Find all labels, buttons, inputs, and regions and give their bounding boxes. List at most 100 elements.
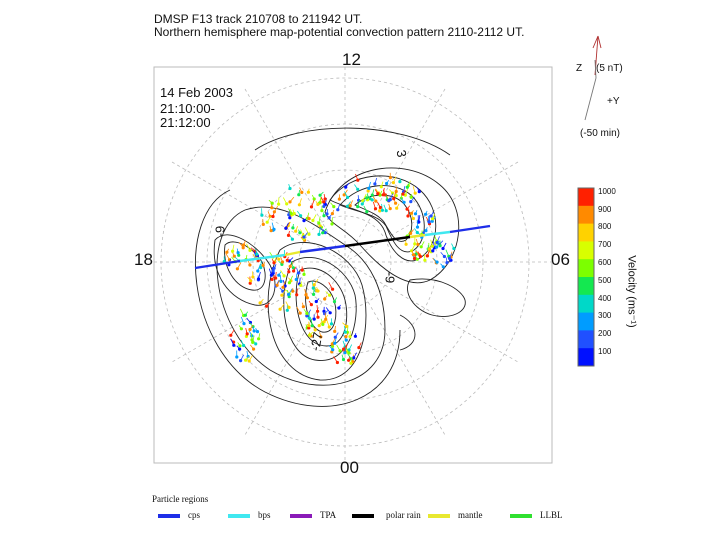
velocity-vector-tail xyxy=(271,258,275,263)
velocity-vector-tail xyxy=(268,199,273,204)
velocity-vector-tail xyxy=(302,302,304,307)
colorbar-tick-label: 900 xyxy=(598,204,612,214)
velocity-vector-tail xyxy=(347,201,351,207)
velocity-vector-tail xyxy=(288,183,291,189)
velocity-vector-tail xyxy=(388,203,391,209)
velocity-vector-tail xyxy=(304,288,307,295)
velocity-vector-tail xyxy=(432,213,436,219)
velocity-vector-tail xyxy=(344,325,346,333)
legend-swatch xyxy=(428,514,450,518)
velocity-vector-tail xyxy=(279,275,282,282)
velocity-vector-tail xyxy=(319,332,322,337)
colorbar-segment xyxy=(578,330,594,349)
velocity-vector-tail xyxy=(414,228,418,233)
velocity-vector-tail xyxy=(411,210,414,214)
velocity-vector-tail xyxy=(309,331,314,336)
velocity-vector-tail xyxy=(363,205,368,212)
velocity-vector-tail xyxy=(316,298,320,302)
velocity-vector-tail xyxy=(279,304,285,310)
velocity-vector-tail xyxy=(245,356,250,361)
colorbar-tick-label: 600 xyxy=(598,257,612,267)
velocity-vector-tail xyxy=(246,317,251,323)
velocity-vector-tail xyxy=(347,353,352,360)
colorbar-tick-label: 100 xyxy=(598,346,612,356)
velocity-vector-tail xyxy=(308,188,310,193)
velocity-vector-tail xyxy=(382,187,385,195)
velocity-vector-tail xyxy=(374,189,379,194)
mlt-label-dawn: 06 xyxy=(551,250,570,269)
velocity-vector-tail xyxy=(239,308,244,316)
velocity-vector-tail xyxy=(236,345,240,350)
velocity-vector-tail xyxy=(226,248,230,253)
velocity-vector-tail xyxy=(368,181,371,189)
velocity-vector-tail xyxy=(411,213,414,219)
velocity-vector-tail xyxy=(278,260,283,265)
velocity-vector-tail xyxy=(442,242,447,249)
velocity-vector-tail xyxy=(252,326,255,332)
imf-delay-label: (-50 min) xyxy=(580,128,621,139)
velocity-vector-tail xyxy=(282,281,286,288)
velocity-vector-tail xyxy=(246,351,249,357)
velocity-vector-tail xyxy=(285,301,290,308)
velocity-vector-tail xyxy=(240,316,245,324)
velocity-vector-tail xyxy=(289,275,293,283)
velocity-vector-tail xyxy=(245,311,249,316)
velocity-vector-tail xyxy=(320,196,325,203)
velocity-vector-tail xyxy=(307,212,310,219)
velocity-vector-tail xyxy=(299,187,303,193)
velocity-vector-tail xyxy=(313,288,315,295)
velocity-vector-tail xyxy=(407,209,410,217)
colorbar-segment xyxy=(578,241,594,260)
velocity-vector-dot xyxy=(247,359,251,363)
velocity-vector-tail xyxy=(334,338,337,344)
velocity-vector-tail xyxy=(449,253,452,259)
velocity-vector-tail xyxy=(295,273,298,280)
legend-label: mantle xyxy=(458,510,483,520)
velocity-vector-tail xyxy=(425,227,428,231)
imf-magnitude-label: (5 nT) xyxy=(596,63,623,74)
velocity-vector-tail xyxy=(393,199,396,204)
velocity-vector-tail xyxy=(318,320,323,326)
velocity-vector-tail xyxy=(411,250,414,255)
velocity-vector-dot xyxy=(251,340,255,344)
velocity-vector-tail xyxy=(403,186,406,192)
velocity-vector-tail xyxy=(315,200,319,205)
velocity-vector-tail xyxy=(323,203,325,207)
velocity-vector-tail xyxy=(307,215,310,219)
velocity-vector-tail xyxy=(313,278,319,285)
velocity-vector-tail xyxy=(332,209,335,214)
plot-title-line-2: Northern hemisphere map-potential convec… xyxy=(154,25,525,39)
velocity-vector-tail xyxy=(433,241,435,248)
velocity-vector-tail xyxy=(288,230,290,236)
velocity-vector-tail xyxy=(354,184,359,190)
velocity-vector-tail xyxy=(420,241,425,247)
legend-swatch xyxy=(510,514,532,518)
legend-label: LLBL xyxy=(540,510,563,520)
velocity-vector-tail xyxy=(333,356,338,363)
velocity-vector-tail xyxy=(424,254,426,261)
velocity-vector-tail xyxy=(367,195,371,199)
velocity-vector-tail xyxy=(393,176,397,183)
velocity-vector-tail xyxy=(400,197,405,203)
velocity-vector-tail xyxy=(318,216,321,224)
velocity-vector-tail xyxy=(304,227,310,235)
velocity-vector-tail xyxy=(258,333,261,339)
velocity-vector-tail xyxy=(328,282,333,290)
colorbar-tick-label: 1000 xyxy=(598,186,616,196)
velocity-vector-tail xyxy=(430,239,433,247)
velocity-vector-tail xyxy=(259,298,264,304)
velocity-vector-tail xyxy=(237,342,241,347)
legend-label: TPA xyxy=(320,510,337,520)
contour-label-lower: -27 xyxy=(307,330,326,353)
velocity-vector-tail xyxy=(252,335,255,343)
velocity-vector-tail xyxy=(305,324,308,329)
velocity-vector-tail xyxy=(296,267,299,274)
velocity-vector-tail xyxy=(369,196,373,201)
colorbar-segment xyxy=(578,277,594,296)
velocity-vector-tail xyxy=(245,254,248,260)
velocity-vector-tail xyxy=(296,210,301,216)
velocity-vector-tail xyxy=(338,304,341,309)
velocity-vector-tail xyxy=(292,209,295,214)
velocity-vector-tail xyxy=(433,258,438,263)
satellite-track xyxy=(194,224,491,270)
